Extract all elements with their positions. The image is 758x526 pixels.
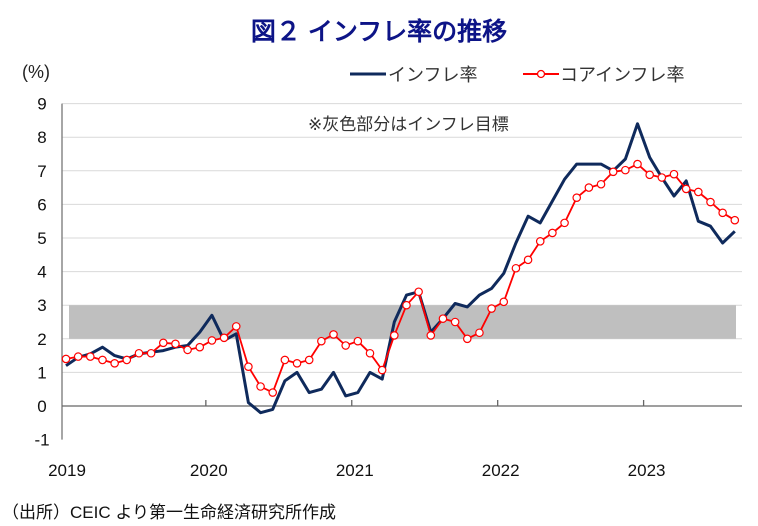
y-tick-label: 5: [37, 229, 46, 248]
core-inflation-point: [487, 304, 496, 313]
legend-item-inflation: インフレ率: [348, 61, 477, 87]
legend-line-icon: [350, 72, 386, 76]
core-inflation-point: [633, 159, 642, 169]
legend-label: インフレ率: [388, 65, 478, 85]
y-tick-label: 1: [37, 363, 46, 382]
core-inflation-point: [608, 167, 618, 177]
core-inflation-point: [426, 331, 436, 340]
y-axis-unit: (%): [22, 62, 50, 82]
x-tick-label: 2019: [48, 461, 86, 480]
core-inflation-point: [499, 297, 509, 307]
core-inflation-point: [110, 359, 119, 368]
core-inflation-point: [317, 336, 326, 346]
y-tick-label: 3: [37, 296, 46, 315]
core-inflation-point: [86, 352, 95, 361]
target-band: [69, 305, 736, 339]
core-inflation-point: [195, 342, 205, 352]
core-inflation-point: [171, 339, 180, 349]
inflation-line: [65, 122, 736, 415]
core-inflation-point: [462, 334, 472, 344]
core-inflation-point: [523, 255, 533, 265]
y-tick-label: 8: [37, 128, 46, 147]
core-inflation-point: [572, 193, 582, 202]
core-inflation-point: [414, 287, 423, 297]
core-inflation-point: [329, 330, 338, 339]
core-inflation-point: [158, 338, 168, 348]
core-inflation-point: [511, 263, 521, 273]
legend-label: コアインフレ率: [560, 65, 685, 85]
y-tick-label: 7: [37, 162, 46, 181]
core-inflation-point: [584, 183, 594, 192]
core-inflation-point: [231, 322, 241, 331]
x-tick-label: 2022: [482, 461, 520, 480]
core-inflation-point: [183, 345, 192, 355]
core-inflation-point: [596, 179, 606, 189]
core-inflation-point: [268, 388, 278, 397]
core-inflation-point: [256, 382, 265, 391]
target-band-annotation: ※灰色部分はインフレ目標: [308, 115, 509, 134]
x-tick-label: 2020: [190, 461, 228, 480]
y-tick-label: 0: [37, 397, 46, 416]
y-tick-label: 2: [37, 330, 46, 349]
core-inflation-point: [694, 187, 703, 197]
core-inflation-point: [645, 170, 654, 180]
core-inflation-point: [61, 354, 71, 364]
core-inflation-point: [718, 208, 727, 218]
x-tick-label: 2023: [628, 461, 666, 480]
core-inflation-point: [535, 237, 545, 246]
core-inflation-point: [621, 165, 630, 175]
core-inflation-point: [304, 355, 314, 365]
core-inflation-point: [122, 355, 132, 365]
core-inflation-point: [438, 314, 448, 323]
legend-line-circle-icon: [523, 69, 559, 79]
core-inflation-point: [98, 355, 107, 365]
core-inflation-point: [669, 169, 679, 179]
core-inflation-point: [365, 348, 375, 358]
core-inflation-point: [560, 218, 569, 228]
core-inflation-point: [706, 197, 715, 207]
core-inflation-point: [207, 336, 217, 345]
core-inflation-point: [341, 341, 350, 350]
core-inflation-point: [657, 173, 667, 182]
core-inflation-point: [134, 348, 144, 358]
source-note: （出所）CEIC より第一生命経済研究所作成: [2, 503, 336, 522]
core-inflation-point: [475, 328, 484, 338]
core-inflation-point: [681, 184, 691, 194]
core-inflation-point: [292, 359, 302, 368]
core-inflation-point: [353, 336, 363, 346]
y-tick-label: 6: [37, 195, 46, 214]
core-inflation-point: [146, 348, 156, 358]
legend-item-core-inflation: コアインフレ率: [522, 61, 685, 87]
y-tick-label: 4: [37, 263, 46, 282]
core-inflation-point: [730, 215, 740, 225]
x-tick-label: 2021: [336, 461, 374, 480]
y-tick-label: 9: [37, 95, 46, 114]
core-inflation-point: [280, 355, 290, 365]
core-inflation-point: [219, 333, 229, 343]
core-inflation-line: [65, 163, 736, 394]
core-inflation-point: [450, 317, 460, 327]
core-inflation-point: [73, 352, 83, 361]
chart-title: 図２ インフレ率の推移: [250, 18, 508, 46]
y-tick-label: -1: [34, 431, 49, 450]
core-inflation-point: [244, 362, 253, 371]
core-inflation-point: [402, 300, 411, 310]
core-inflation-point: [548, 228, 557, 238]
core-inflation-point: [390, 331, 399, 340]
core-inflation-point: [377, 365, 387, 375]
